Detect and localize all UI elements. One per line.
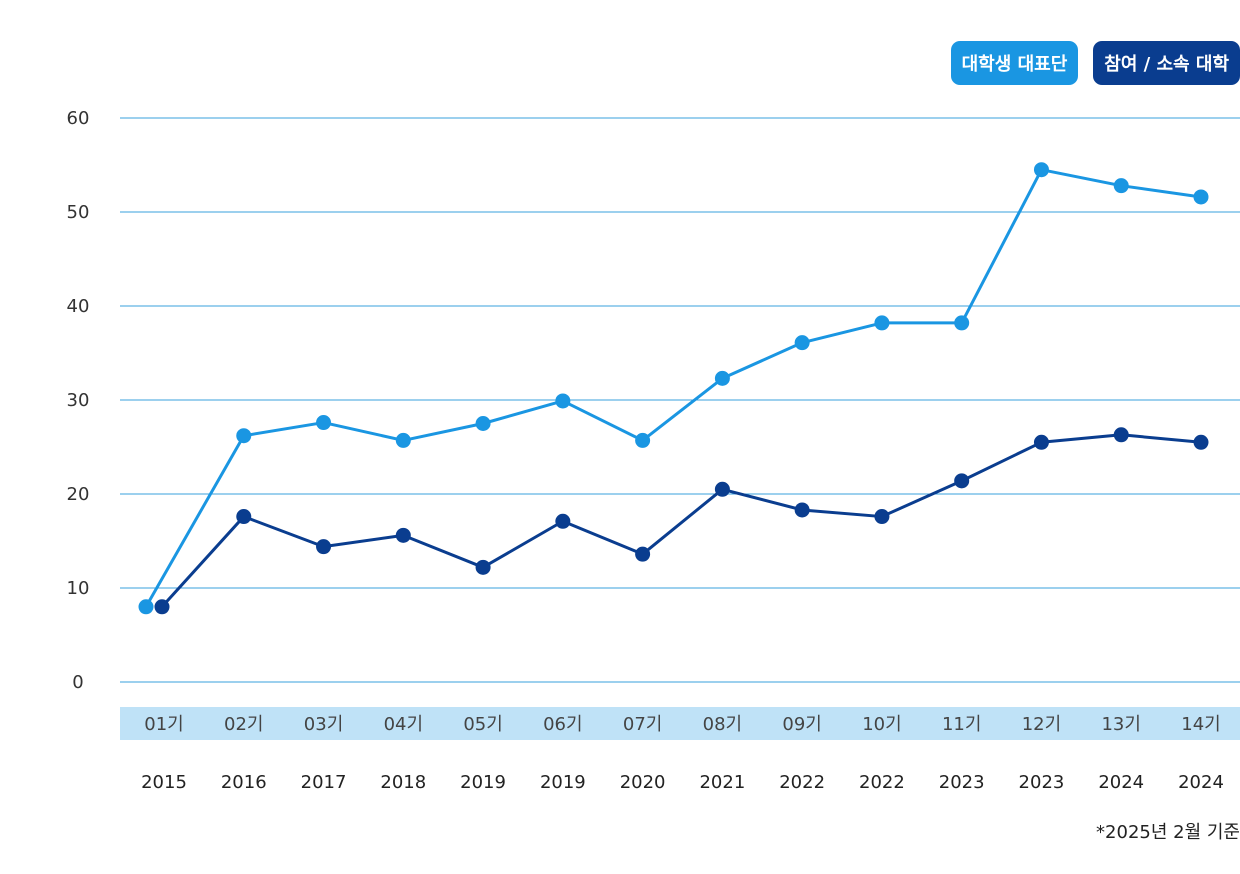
x-tick-label: 07기 bbox=[623, 714, 662, 735]
data-point bbox=[555, 513, 571, 529]
year-label: 2019 bbox=[460, 772, 506, 793]
x-tick-label: 02기 bbox=[224, 714, 263, 735]
legend-item-representatives: 대학생 대표단 bbox=[950, 41, 1079, 85]
year-label: 2022 bbox=[859, 772, 905, 793]
data-point bbox=[395, 432, 411, 448]
y-tick-label: 20 bbox=[67, 484, 90, 505]
x-tick-label: 05기 bbox=[463, 714, 502, 735]
footnote: *2025년 2월 기준 bbox=[1096, 822, 1240, 843]
data-point bbox=[954, 315, 970, 331]
data-point bbox=[635, 546, 651, 562]
data-point bbox=[236, 428, 252, 444]
y-tick-label: 60 bbox=[67, 108, 90, 129]
data-point bbox=[1033, 162, 1049, 178]
x-tick-label: 01기 bbox=[144, 714, 183, 735]
y-tick-label: 50 bbox=[67, 202, 90, 223]
year-label: 2024 bbox=[1178, 772, 1224, 793]
year-label: 2023 bbox=[939, 772, 985, 793]
year-label: 2021 bbox=[699, 772, 745, 793]
data-point bbox=[954, 473, 970, 489]
data-point bbox=[1193, 434, 1209, 450]
legend: 대학생 대표단 참여 / 소속 대학 bbox=[950, 41, 1240, 85]
data-point bbox=[1113, 178, 1129, 194]
series-line bbox=[160, 433, 1202, 608]
series-2 bbox=[154, 427, 1209, 615]
data-point bbox=[154, 599, 170, 615]
x-tick-label: 08기 bbox=[703, 714, 742, 735]
data-point bbox=[874, 315, 890, 331]
data-point bbox=[475, 559, 491, 575]
data-point bbox=[714, 370, 730, 386]
x-tick-label: 06기 bbox=[543, 714, 582, 735]
data-point bbox=[635, 432, 651, 448]
year-label: 2022 bbox=[779, 772, 825, 793]
data-point bbox=[1113, 427, 1129, 443]
year-label: 2024 bbox=[1098, 772, 1144, 793]
data-point bbox=[555, 393, 571, 409]
x-tick-label: 04기 bbox=[384, 714, 423, 735]
x-tick-label: 03기 bbox=[304, 714, 343, 735]
data-point bbox=[794, 502, 810, 518]
x-axis-band bbox=[120, 707, 1240, 740]
x-tick-label: 10기 bbox=[862, 714, 901, 735]
year-label: 2016 bbox=[221, 772, 267, 793]
data-point bbox=[395, 527, 411, 543]
legend-item-universities: 참여 / 소속 대학 bbox=[1093, 41, 1240, 85]
year-label: 2018 bbox=[380, 772, 426, 793]
y-tick-label: 10 bbox=[67, 578, 90, 599]
x-tick-label: 11기 bbox=[942, 714, 981, 735]
year-label: 2019 bbox=[540, 772, 586, 793]
y-tick-label: 40 bbox=[67, 296, 90, 317]
data-point bbox=[1033, 434, 1049, 450]
y-tick-label: 0 bbox=[72, 672, 83, 693]
year-label: 2015 bbox=[141, 772, 187, 793]
data-point bbox=[316, 415, 332, 431]
year-label: 2020 bbox=[620, 772, 666, 793]
x-tick-label: 09기 bbox=[782, 714, 821, 735]
x-tick-label: 13기 bbox=[1101, 714, 1140, 735]
data-point bbox=[236, 509, 252, 525]
data-point bbox=[138, 599, 154, 615]
data-point bbox=[475, 416, 491, 431]
data-point bbox=[316, 539, 332, 555]
data-point bbox=[874, 509, 890, 525]
year-label: 2023 bbox=[1019, 772, 1065, 793]
x-tick-label: 14기 bbox=[1181, 714, 1220, 735]
series-line bbox=[144, 168, 1202, 608]
data-point bbox=[794, 335, 810, 351]
y-tick-label: 30 bbox=[67, 390, 90, 411]
data-point bbox=[714, 481, 730, 497]
x-tick-label: 12기 bbox=[1022, 714, 1061, 735]
series-1 bbox=[138, 162, 1209, 615]
data-point bbox=[1193, 189, 1209, 205]
year-label: 2017 bbox=[301, 772, 347, 793]
